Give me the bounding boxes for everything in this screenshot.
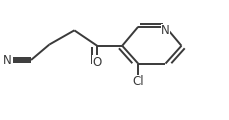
Text: N: N: [3, 54, 12, 66]
Text: Cl: Cl: [132, 75, 143, 88]
Text: O: O: [92, 56, 101, 69]
Text: N: N: [161, 24, 169, 37]
